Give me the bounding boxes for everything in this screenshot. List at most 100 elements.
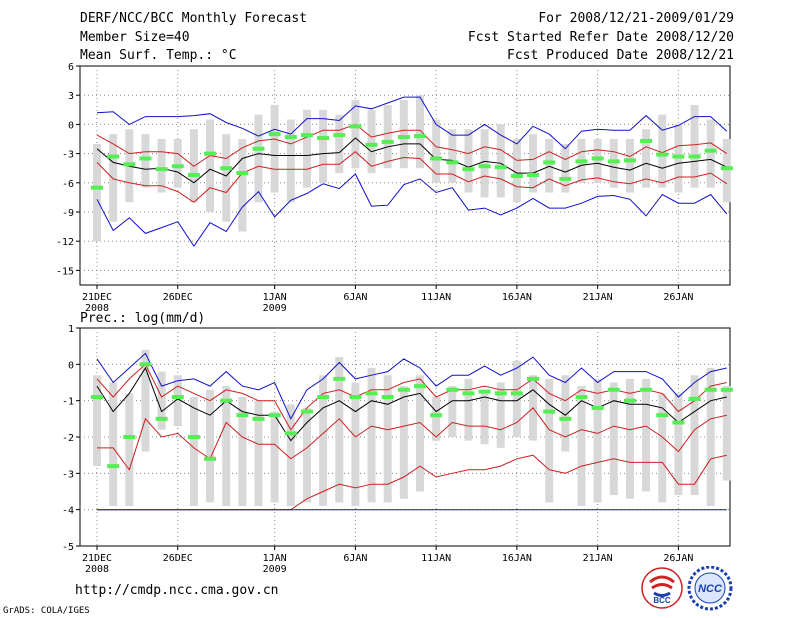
green-marker xyxy=(607,159,620,164)
green-marker xyxy=(543,160,556,165)
green-marker xyxy=(123,162,136,167)
green-marker xyxy=(139,362,152,367)
spread-bar xyxy=(157,139,166,193)
green-marker xyxy=(397,135,410,140)
spread-bar xyxy=(496,382,505,448)
source-url[interactable]: http://cmdp.ncc.cma.gov.cn xyxy=(75,583,279,598)
spread-bar xyxy=(706,119,715,188)
x-tick-label: 1JAN xyxy=(263,292,287,303)
spread-bar xyxy=(593,378,602,503)
green-marker xyxy=(171,164,184,169)
green-marker xyxy=(430,156,443,161)
green-marker xyxy=(623,398,636,403)
spread-bar xyxy=(335,357,344,503)
spread-bar xyxy=(93,375,101,467)
green-marker xyxy=(155,416,168,421)
green-marker xyxy=(462,391,475,396)
spread-bar xyxy=(625,378,634,499)
green-marker xyxy=(510,391,523,396)
spread-bar xyxy=(512,360,521,437)
x-tick-label: 21JAN xyxy=(583,553,613,564)
x-tick-label: 11JAN xyxy=(421,553,451,564)
green-marker xyxy=(607,387,620,392)
spread-bar xyxy=(480,389,489,445)
green-marker xyxy=(478,164,491,169)
spread-bar xyxy=(286,404,295,507)
spread-bar xyxy=(302,109,311,188)
spread-bar xyxy=(545,378,554,503)
green-marker xyxy=(349,395,362,400)
green-marker xyxy=(397,387,410,392)
green-marker xyxy=(365,391,378,396)
green-marker xyxy=(300,133,313,138)
y-tick-label: -5 xyxy=(62,542,74,553)
x-tick-label: 26DEC xyxy=(163,553,193,564)
y-tick-label: 0 xyxy=(68,120,74,131)
green-marker xyxy=(139,156,152,161)
green-marker xyxy=(640,138,653,143)
forecast-period: For 2008/12/21-2009/01/29 xyxy=(538,11,734,26)
x-tick-label: 6JAN xyxy=(343,292,367,303)
bcc-logo-text: BCC xyxy=(653,596,671,605)
spread-bar xyxy=(658,393,667,503)
spread-bar xyxy=(706,367,715,507)
spread-bar xyxy=(254,400,263,507)
spread-bar xyxy=(545,139,554,193)
series-lower-red-1 xyxy=(97,407,727,471)
green-marker xyxy=(187,435,200,439)
green-marker xyxy=(220,166,233,171)
spread-bar xyxy=(690,104,699,188)
green-marker xyxy=(381,395,394,400)
spread-bar xyxy=(658,114,667,188)
green-marker xyxy=(575,395,588,400)
spread-bar xyxy=(157,371,166,430)
green-marker xyxy=(640,387,653,392)
member-size: Member Size=40 xyxy=(80,30,190,45)
spread-bar xyxy=(416,95,424,169)
green-marker xyxy=(510,173,523,178)
spread-bar xyxy=(286,119,295,203)
x-tick-label: 21DEC xyxy=(82,292,112,303)
x-tick-year-label: 2008 xyxy=(85,303,109,314)
spread-bar xyxy=(722,386,731,481)
x-tick-label: 1JAN xyxy=(263,553,287,564)
spread-bar xyxy=(512,139,521,203)
y-tick-label: -4 xyxy=(62,506,74,517)
green-marker xyxy=(220,398,233,403)
spread-bar xyxy=(335,114,344,174)
green-marker xyxy=(446,387,459,392)
green-marker xyxy=(591,156,604,161)
spread-bar xyxy=(351,382,360,507)
spread-bar xyxy=(173,139,182,188)
spread-bar xyxy=(319,109,328,183)
forecast-start-date: Fcst Started Refer Date 2008/12/20 xyxy=(467,30,734,45)
green-marker xyxy=(236,413,249,418)
x-tick-year-label: 2009 xyxy=(263,303,287,314)
spread-bar xyxy=(319,375,328,507)
spread-bar xyxy=(206,119,215,212)
y-tick-label: -15 xyxy=(56,266,74,277)
x-tick-label: 21DEC xyxy=(82,553,112,564)
spread-bar xyxy=(496,124,505,198)
green-marker xyxy=(462,167,475,172)
spread-bar xyxy=(238,397,247,507)
green-marker xyxy=(123,435,136,439)
green-marker xyxy=(543,409,556,414)
spread-bar xyxy=(270,411,279,503)
y-tick-label: -3 xyxy=(62,150,74,161)
spread-bar xyxy=(561,375,570,452)
x-tick-label: 16JAN xyxy=(502,292,532,303)
series-upper-blue xyxy=(96,96,728,150)
spread-bar xyxy=(690,375,699,496)
green-marker xyxy=(381,139,394,144)
x-tick-year-label: 2009 xyxy=(263,564,287,575)
spread-bar xyxy=(529,134,538,193)
green-marker xyxy=(494,165,507,170)
green-marker xyxy=(430,413,443,418)
spread-bar xyxy=(302,407,311,503)
green-marker xyxy=(704,387,717,392)
series-ensemble-mean xyxy=(96,137,728,184)
spread-bar xyxy=(141,134,150,188)
series-upper-blue xyxy=(96,352,727,420)
y-tick-label: -12 xyxy=(56,237,74,248)
